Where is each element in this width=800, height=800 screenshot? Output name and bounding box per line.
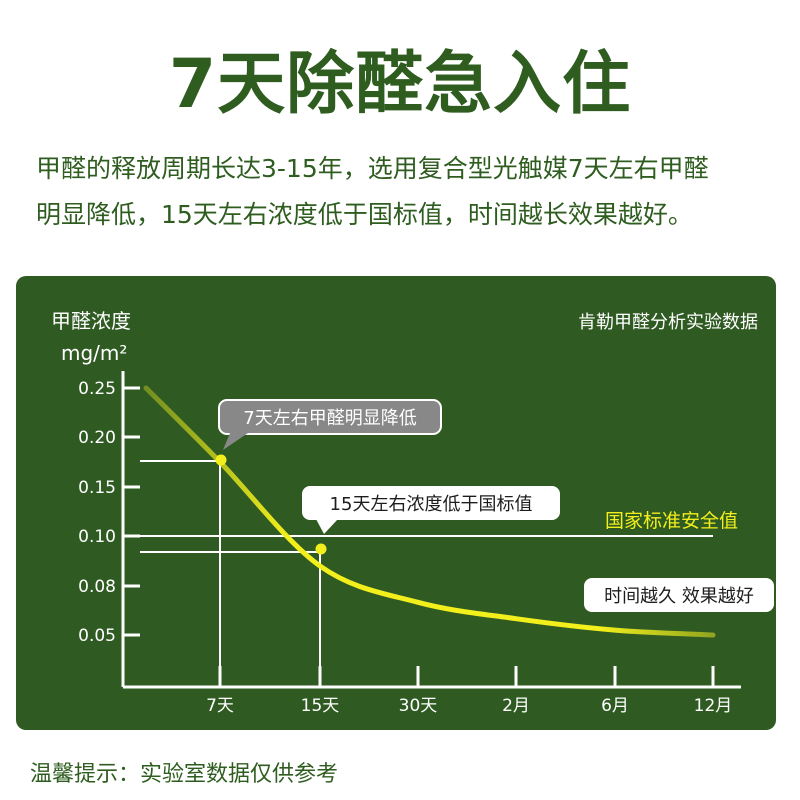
- y-axis-title: 甲醛浓度: [51, 309, 131, 333]
- national-standard-label: 国家标准安全值: [605, 510, 738, 532]
- end-label-text: 时间越久 效果越好: [604, 586, 754, 607]
- data-source-label: 肯勒甲醛分析实验数据: [578, 312, 758, 333]
- footer-note: 温馨提示：实验室数据仅供参考: [30, 762, 339, 787]
- y-tick-label: 0.20: [78, 428, 116, 448]
- intro-line-2: 明显降低，15天左右浓度低于国标值，时间越长效果越好。: [36, 200, 693, 229]
- y-tick-labels: 0.25 0.20 0.15 0.10 0.08 0.05: [78, 379, 116, 646]
- page-headline: 7天除醛急入住: [168, 45, 632, 124]
- x-tick-label: 12月: [694, 696, 733, 716]
- y-tick-label: 0.08: [78, 577, 116, 597]
- x-tick-marks: [218, 666, 715, 687]
- point-7-days: [215, 454, 227, 466]
- x-tick-label: 2月: [502, 696, 530, 716]
- point-15-days: [315, 543, 327, 555]
- callout-15-days: 15天左右浓度低于国标值: [302, 486, 560, 534]
- intro-text: 甲醛的释放周期长达3-15年，选用复合型光触媒7天左右甲醛 明显降低，15天左右…: [36, 146, 776, 238]
- chart-panel: 甲醛浓度 mg/m² 肯勒甲醛分析实验数据 0.25 0.20 0.15 0.1…: [16, 276, 776, 730]
- end-label: 时间越久 效果越好: [584, 578, 774, 612]
- formaldehyde-chart: 甲醛浓度 mg/m² 肯勒甲醛分析实验数据 0.25 0.20 0.15 0.1…: [51, 309, 774, 716]
- callout-7-days-text: 7天左右甲醛明显降低: [243, 408, 416, 429]
- callout-15-days-text: 15天左右浓度低于国标值: [330, 494, 533, 515]
- x-tick-label: 15天: [301, 696, 340, 716]
- y-tick-label: 0.25: [78, 379, 116, 399]
- y-tick-label: 0.05: [78, 626, 116, 646]
- point-guide-lines: [140, 460, 321, 687]
- y-tick-label: 0.10: [78, 527, 116, 547]
- x-tick-label: 30天: [399, 696, 438, 716]
- callout-7-days: 7天左右甲醛明显降低: [218, 399, 442, 450]
- x-tick-label: 6月: [601, 696, 629, 716]
- y-tick-marks: [123, 386, 140, 637]
- y-axis-unit: mg/m²: [61, 341, 127, 365]
- x-tick-label: 7天: [206, 696, 234, 716]
- x-tick-labels: 7天 15天 30天 2月 6月 12月: [206, 696, 732, 716]
- y-tick-label: 0.15: [78, 478, 116, 498]
- intro-line-1: 甲醛的释放周期长达3-15年，选用复合型光触媒7天左右甲醛: [36, 154, 709, 183]
